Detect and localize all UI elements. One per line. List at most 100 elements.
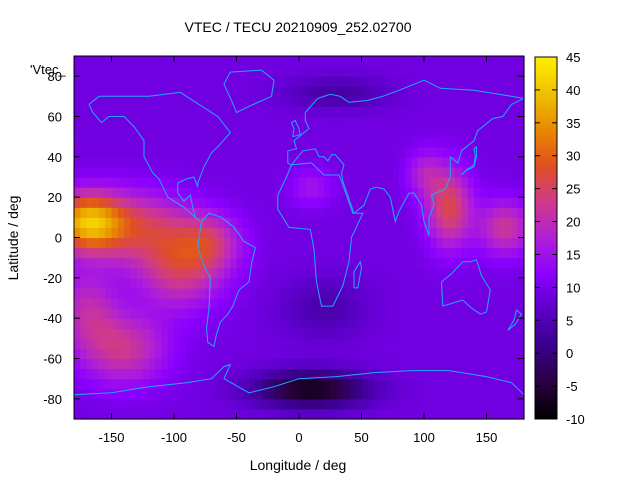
heatmap-cell: [117, 76, 125, 87]
heatmap-cell: [149, 217, 156, 229]
heatmap-cell: [217, 408, 225, 420]
heatmap-cell: [399, 126, 406, 138]
heatmap-cell: [105, 217, 113, 229]
heatmap-cell: [411, 388, 419, 400]
heatmap-cell: [374, 207, 381, 218]
x-tick-label: -100: [161, 430, 187, 445]
heatmap-cell: [399, 66, 406, 77]
heatmap-cell: [136, 177, 144, 188]
heatmap-cell: [155, 227, 163, 239]
heatmap-cell: [149, 267, 156, 279]
heatmap-cell: [174, 76, 181, 87]
heatmap-cell: [205, 318, 213, 329]
heatmap-cell: [449, 338, 456, 350]
heatmap-cell: [86, 378, 94, 390]
heatmap-cell: [461, 106, 469, 118]
heatmap-cell: [311, 106, 319, 118]
heatmap-cell: [199, 348, 206, 360]
heatmap-cell: [405, 217, 413, 229]
heatmap-cell: [224, 146, 231, 158]
heatmap-cell: [192, 116, 200, 128]
heatmap-cell: [330, 207, 338, 218]
heatmap-cell: [274, 298, 281, 309]
heatmap-cell: [511, 76, 519, 87]
heatmap-cell: [486, 126, 494, 138]
heatmap-cell: [255, 287, 263, 299]
heatmap-cell: [149, 207, 156, 218]
heatmap-cell: [274, 96, 281, 108]
heatmap-cell: [80, 126, 88, 138]
heatmap-cell: [442, 177, 450, 188]
heatmap-cell: [236, 338, 244, 350]
heatmap-cell: [180, 298, 188, 309]
heatmap-cell: [299, 166, 306, 178]
heatmap-cell: [142, 227, 150, 239]
heatmap-cell: [330, 66, 338, 77]
heatmap-cell: [511, 378, 519, 390]
heatmap-cell: [392, 247, 400, 259]
heatmap-cell: [336, 96, 344, 108]
heatmap-cell: [149, 318, 156, 329]
heatmap-cell: [411, 126, 419, 138]
heatmap-cell: [511, 106, 519, 118]
heatmap-cell: [430, 227, 438, 239]
heatmap-cell: [217, 177, 225, 188]
heatmap-cell: [280, 388, 288, 400]
heatmap-cell: [224, 388, 231, 400]
heatmap-cell: [167, 287, 175, 299]
heatmap-cell: [417, 177, 425, 188]
heatmap-cell: [386, 408, 394, 420]
heatmap-cell: [155, 166, 163, 178]
heatmap-cell: [336, 328, 344, 339]
heatmap-cell: [167, 166, 175, 178]
heatmap-cell: [399, 187, 406, 198]
heatmap-cell: [142, 287, 150, 299]
heatmap-cell: [299, 76, 306, 87]
heatmap-cell: [280, 217, 288, 229]
heatmap-cell: [405, 308, 413, 319]
heatmap-cell: [442, 86, 450, 97]
heatmap-cell: [167, 388, 175, 400]
heatmap-cell: [299, 146, 306, 158]
heatmap-cell: [174, 348, 181, 360]
heatmap-cell: [455, 116, 463, 128]
heatmap-cell: [286, 308, 294, 319]
heatmap-cell: [492, 187, 500, 198]
heatmap-cell: [236, 257, 244, 269]
heatmap-cell: [86, 56, 94, 67]
heatmap-cell: [492, 287, 500, 299]
heatmap-cell: [311, 227, 319, 239]
heatmap-cell: [430, 348, 438, 360]
heatmap-cell: [217, 146, 225, 158]
heatmap-cell: [392, 166, 400, 178]
heatmap-cell: [205, 287, 213, 299]
heatmap-cell: [111, 197, 119, 208]
heatmap-cell: [480, 298, 488, 309]
heatmap-cell: [455, 237, 463, 249]
heatmap-cell: [299, 136, 306, 148]
heatmap-cell: [511, 66, 519, 77]
heatmap-cell: [374, 368, 381, 380]
heatmap-cell: [167, 146, 175, 158]
heatmap-cell: [217, 267, 225, 279]
heatmap-cell: [142, 156, 150, 168]
heatmap-cell: [424, 257, 431, 269]
heatmap-cell: [399, 398, 406, 410]
heatmap-cell: [155, 298, 163, 309]
heatmap-cell: [211, 368, 219, 380]
heatmap-cell: [399, 267, 406, 279]
heatmap-cell: [192, 66, 200, 77]
heatmap-cell: [74, 287, 81, 299]
heatmap-cell: [505, 156, 513, 168]
heatmap-cell: [161, 86, 169, 97]
heatmap-cell: [505, 136, 513, 148]
heatmap-cell: [292, 388, 300, 400]
heatmap-cell: [411, 378, 419, 390]
heatmap-cell: [217, 298, 225, 309]
heatmap-cell: [305, 76, 313, 87]
heatmap-cell: [442, 277, 450, 289]
heatmap-cell: [486, 408, 494, 420]
heatmap-cell: [242, 187, 250, 198]
heatmap-cell: [124, 136, 131, 148]
heatmap-cell: [449, 328, 456, 339]
